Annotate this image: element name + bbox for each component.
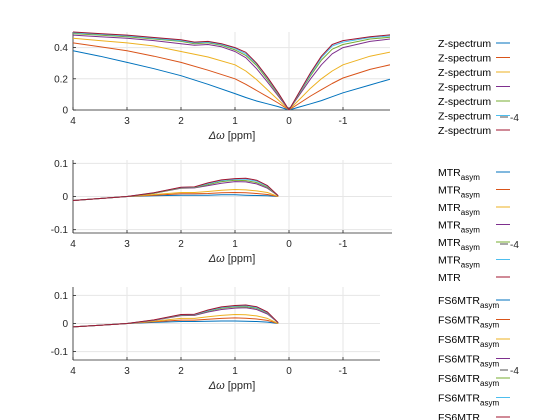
legend: FS6MTRasymFS6MTRasymFS6MTRasymFS6MTRasym…	[392, 288, 519, 420]
y-tick-label: 0	[62, 319, 68, 330]
x-axis-label: Δω [ppm]	[208, 380, 256, 392]
x-tick-label: 1	[232, 116, 238, 127]
y-tick-label: 0.2	[54, 74, 68, 85]
x-tick-label: 0	[286, 239, 292, 250]
legend-entry: Z-spectrum	[438, 53, 491, 65]
y-tick-label: 0.1	[54, 159, 68, 170]
legend: MTRasymMTRasymMTRasymMTRasymMTRasymMTRas…	[392, 160, 519, 284]
x-tick-label: 4	[70, 366, 76, 377]
legend-entry: MTR	[438, 272, 461, 284]
x-tick-label: 1	[232, 366, 238, 377]
x-tick-label: 0	[286, 116, 292, 127]
chart-panel-3: 4 3 2 1 0 -1 0.1 0 -0.1 Δω [ppm] FS6MTRasymFS6MTRa…	[51, 287, 520, 420]
x-axis-label: Δω [ppm]	[208, 253, 256, 265]
y-tick-label: -0.1	[51, 347, 69, 358]
x-tick-label: 2	[178, 239, 184, 250]
x-tick-label: 1	[232, 239, 238, 250]
x-tick-label: 4	[70, 116, 76, 127]
legend-fragment-label: -4	[510, 240, 519, 251]
y-tick-label: 0.4	[54, 43, 68, 54]
legend-entry: Z-spectrum	[438, 125, 491, 137]
legend: Z-spectrum Z-spectrum Z-spectrum Z-spectrum…	[392, 33, 519, 138]
y-tick-label: 0.1	[54, 291, 68, 302]
legend-entry: Z-spectrum	[438, 96, 491, 108]
legend-entry: Z-spectrum	[438, 38, 491, 50]
x-tick-label: 4	[70, 239, 76, 250]
y-tick-label: 0	[62, 192, 68, 203]
x-tick-label: 3	[124, 239, 130, 250]
plot-area	[73, 32, 390, 110]
legend-fragment-label: -4	[510, 366, 519, 377]
x-tick-label: -1	[339, 239, 348, 250]
chart-panel-1: 4 3 2 1 0 -100.20.4Δω [ppm]Z-spectrumZ-spectr…	[54, 32, 519, 142]
x-tick-label: 3	[124, 116, 130, 127]
x-tick-label: 2	[178, 366, 184, 377]
x-tick-label: -1	[339, 366, 348, 377]
x-tick-label: 2	[178, 116, 184, 127]
legend-entry: Z-spectrum	[438, 111, 491, 123]
y-tick-label: -0.1	[51, 225, 69, 236]
x-tick-label: 3	[124, 366, 130, 377]
x-tick-label: 0	[286, 366, 292, 377]
legend-entry: Z-spectrum	[438, 82, 491, 94]
y-tick-label: 0	[62, 106, 68, 117]
x-tick-label: -1	[339, 116, 348, 127]
x-axis-label: Δω [ppm]	[208, 130, 256, 142]
legend-entry: Z-spectrum	[438, 67, 491, 79]
legend-fragment-label: -4	[510, 113, 519, 124]
